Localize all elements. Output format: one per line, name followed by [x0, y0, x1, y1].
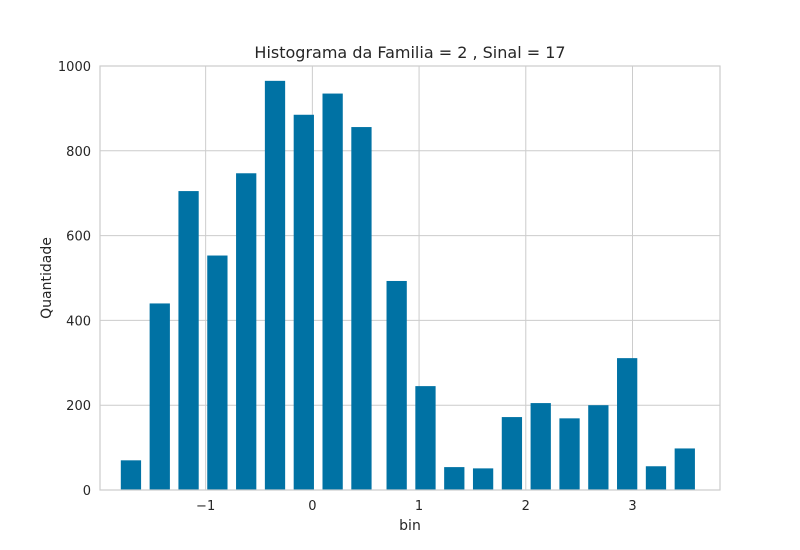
y-tick-labels: 0 200 400 600 800 1000 — [58, 60, 91, 499]
histogram-bar — [501, 417, 523, 490]
x-axis-label: bin — [399, 518, 421, 534]
histogram-bar — [530, 403, 551, 490]
plot-frame — [99, 65, 721, 491]
y-tick-label: 0 — [83, 484, 91, 499]
x-tick-label: 2 — [522, 499, 530, 514]
y-tick-label: 400 — [66, 314, 91, 329]
histogram-bar — [559, 418, 580, 490]
bars — [120, 80, 695, 490]
histogram-bar — [674, 448, 695, 490]
histogram-bar — [588, 405, 609, 490]
histogram-bar — [645, 466, 667, 490]
histogram-bar — [444, 467, 465, 490]
y-tick-label: 600 — [66, 230, 91, 245]
y-tick-label: 200 — [66, 399, 91, 414]
histogram-bar — [149, 303, 170, 490]
histogram-bar — [386, 280, 407, 490]
histogram-bar — [415, 386, 436, 490]
histogram-bar — [472, 468, 494, 490]
histogram-bar — [617, 358, 638, 490]
x-tick-label: −1 — [196, 499, 215, 514]
y-tick-label: 800 — [66, 145, 91, 160]
histogram-bar — [120, 460, 142, 490]
x-tick-label: 1 — [415, 499, 423, 514]
histogram-bar — [351, 127, 372, 490]
histogram-bar — [178, 191, 199, 490]
y-axis-label: Quantidade — [39, 237, 55, 319]
y-tick-label: 1000 — [58, 60, 91, 75]
x-tick-label: 0 — [308, 499, 316, 514]
histogram-bar — [207, 255, 228, 490]
histogram-bar — [264, 80, 286, 490]
x-tick-labels: −1 0 1 2 3 — [196, 499, 637, 514]
chart-title: Histograma da Familia = 2 , Sinal = 17 — [254, 43, 565, 62]
plot-background — [100, 66, 720, 490]
histogram-bar — [236, 173, 257, 490]
histogram-bar — [293, 114, 314, 490]
x-tick-label: 3 — [628, 499, 636, 514]
histogram-bar — [322, 93, 343, 490]
